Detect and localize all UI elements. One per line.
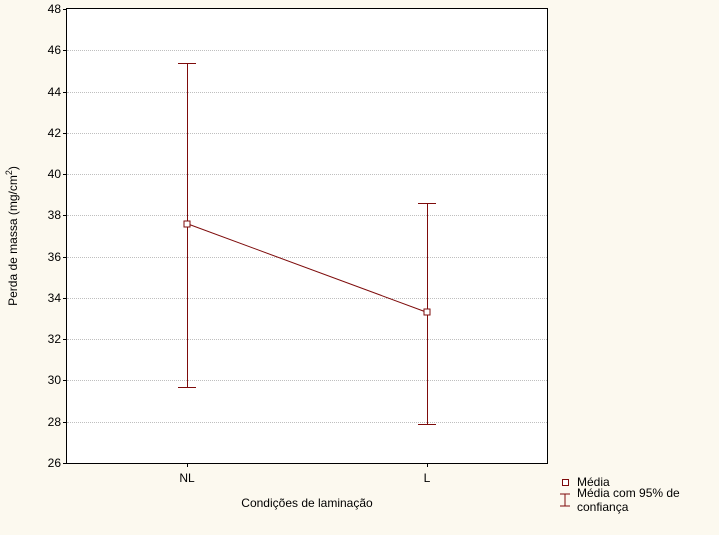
xtick-mark [187, 463, 188, 467]
legend: Média Média com 95% de confiança [557, 474, 719, 510]
xtick-mark [427, 463, 428, 467]
ytick-label: 28 [7, 415, 61, 429]
y-axis-label: Perda de massa (mg/cm2) [4, 166, 20, 306]
xtick-label: L [424, 471, 431, 485]
ytick-label: 48 [7, 2, 61, 16]
series-line [67, 9, 547, 463]
ytick-label: 42 [7, 126, 61, 140]
ytick-label: 46 [7, 43, 61, 57]
ytick-label: 44 [7, 85, 61, 99]
ytick-mark [63, 463, 67, 464]
legend-item-ci: Média com 95% de confiança [557, 492, 719, 508]
ytick-label: 26 [7, 456, 61, 470]
chart-container: 262830323436384042444648NLL Perda de mas… [0, 0, 719, 535]
ytick-label: 32 [7, 332, 61, 346]
ytick-label: 30 [7, 373, 61, 387]
legend-marker-icon [557, 475, 573, 489]
mean-marker [424, 309, 431, 316]
legend-errorbar-icon [557, 493, 573, 507]
legend-ci-label: Média com 95% de confiança [577, 486, 719, 514]
xtick-label: NL [179, 471, 194, 485]
plot-area: 262830323436384042444648NLL [66, 8, 548, 464]
plot-area-wrap: 262830323436384042444648NLL Perda de mas… [66, 8, 548, 464]
mean-marker [184, 220, 191, 227]
x-axis-label: Condições de laminação [241, 496, 372, 510]
